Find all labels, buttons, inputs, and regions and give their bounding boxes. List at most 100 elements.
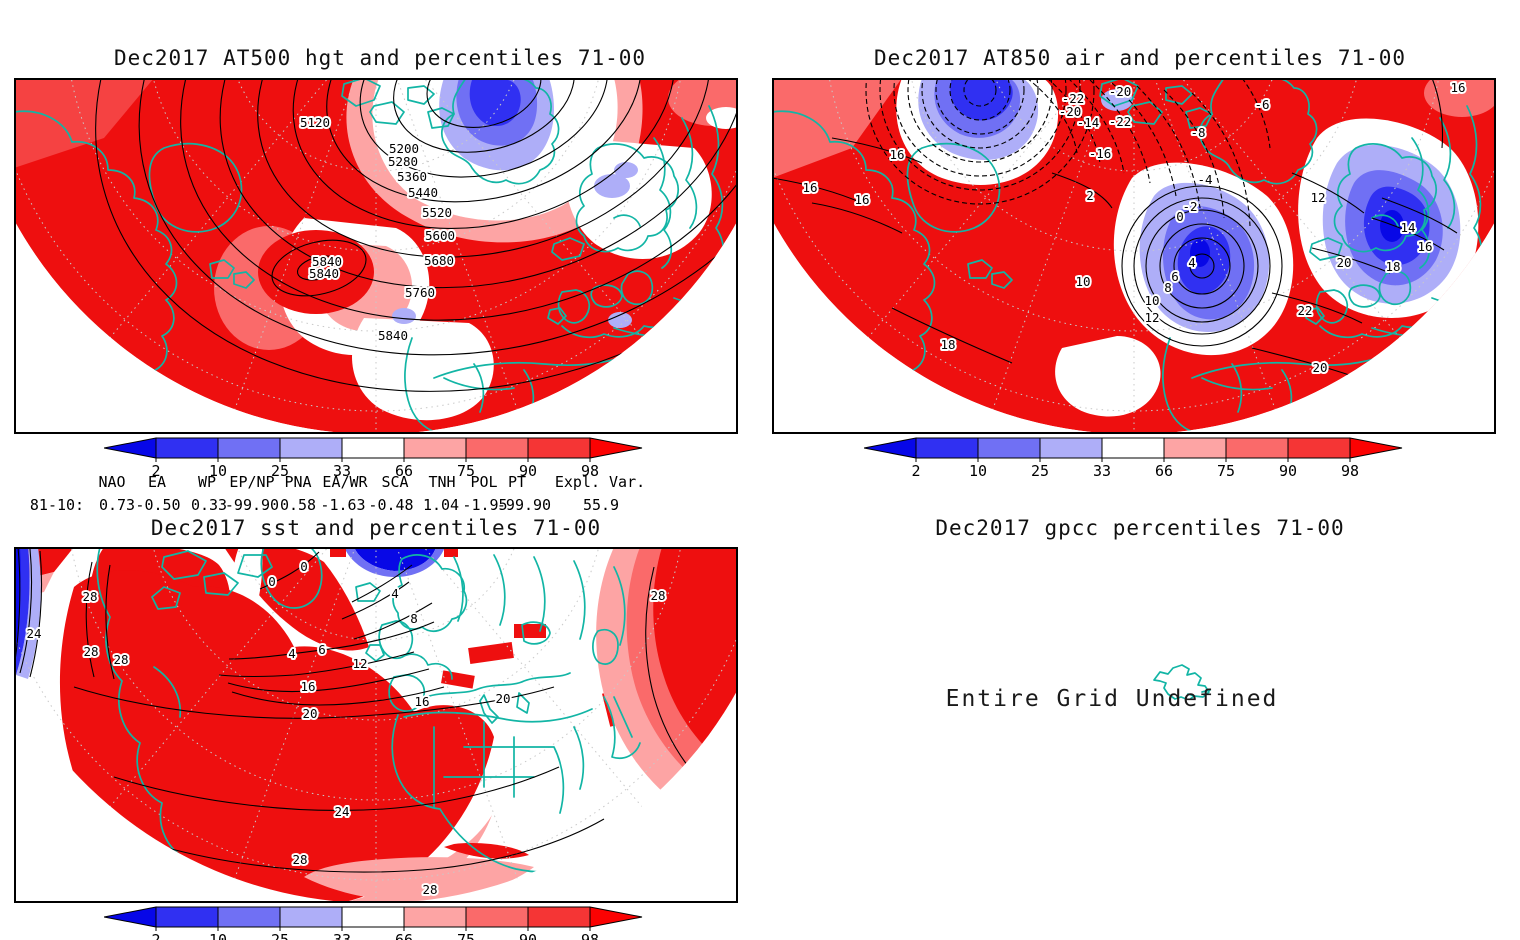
contour-label: 16 [802,180,817,195]
colorbar-tick: 66 [395,931,413,940]
tc-value: -99.90 [496,496,552,514]
contour-label: 20 [495,691,510,706]
tc-col: POL [470,473,498,491]
tc-col: PT [507,473,527,491]
colorbar-sst: 2 10 25 33 66 75 90 98 [104,906,643,940]
contour-label: -16 [1089,146,1112,161]
contour-label: 18 [1385,259,1400,274]
contour-label: 6 [318,642,326,657]
colorbar-tick: 98 [1341,462,1359,478]
contour-label: 0 [1176,209,1184,224]
panel-title-at500: Dec2017 AT500 hgt and percentiles 71-00 [113,46,647,70]
contour-label: 5600 [425,228,455,243]
colorbar-tick: 66 [1155,462,1173,478]
tc-value: 1.04 [422,496,460,514]
tc-col: WP [197,473,217,491]
contour-label: 18 [940,337,955,352]
contour-label: -22 [1062,91,1085,106]
contour-label: 10 [1075,274,1090,289]
contour-label: 24 [334,804,349,819]
contour-label: 16 [889,147,904,162]
colorbar-tick: 90 [519,931,537,940]
contour-label: 16 [854,192,869,207]
colorbar-tick: 33 [333,931,351,940]
tc-col: EP/NP [229,473,275,491]
colorbar-tick: 2 [151,462,160,478]
contour-label: -22 [1109,114,1132,129]
colorbar-tick: 25 [271,931,289,940]
contour-label: 8 [1164,280,1172,295]
contour-label: 28 [82,589,97,604]
contour-label: -2 [1182,199,1197,214]
map-at850: -22 -20 -20 -14 -22 -16 -8 -6 -4 -2 0 2 … [772,78,1496,434]
contour-label: 20 [1312,360,1327,375]
contour-label: 5760 [405,285,435,300]
colorbar-tick: 90 [519,462,537,478]
panel-title-at850: Dec2017 AT850 air and percentiles 71-00 [873,46,1407,70]
contour-label: 10 [1144,293,1159,308]
tc-col: SCA [381,473,409,491]
colorbar-tick: 2 [911,462,920,478]
tc-row-label: 81-10: [29,496,85,514]
contour-label: 0 [268,574,276,589]
tc-value: 55.9 [582,496,620,514]
tc-col: PNA [284,473,312,491]
tc-value: 0.73 [98,496,136,514]
panel-title-sst: Dec2017 sst and percentiles 71-00 [150,516,602,540]
contour-label: 5200 [389,141,419,156]
contour-label: -6 [1254,97,1269,112]
tc-col: EA [147,473,167,491]
contour-label: 5280 [388,154,418,169]
contour-label: 6 [1171,269,1179,284]
contour-label: 5520 [422,205,452,220]
tc-value: 0.58 [279,496,317,514]
contour-label: 12 [1310,190,1325,205]
tc-col: EA/WR [322,473,368,491]
tc-value: -1.63 [320,496,366,514]
contour-label: 16 [300,679,315,694]
colorbar-tick: 75 [457,462,475,478]
contour-label: 12 [1144,310,1159,325]
contour-label: 5360 [397,169,427,184]
contour-label: -14 [1077,115,1100,130]
tc-value: -1.95 [462,496,508,514]
colorbar-tick: 10 [969,462,987,478]
colorbar-tick: 75 [1217,462,1235,478]
contour-label: 2 [1086,188,1094,203]
contour-label: 28 [650,588,665,603]
colorbar-tick: 33 [1093,462,1111,478]
colorbar-tick: 33 [333,462,351,478]
tc-value: 0.33 [190,496,228,514]
teleconnection-value-row: 81-10: 0.73 -0.50 0.33 -99.90 0.58 -1.63… [0,496,740,514]
colorbar-at500: 2 10 25 33 66 75 90 98 [104,437,643,478]
gpcc-island [1153,664,1211,700]
colorbar-tick: 25 [1031,462,1049,478]
colorbar-at850: 2 10 25 33 66 75 90 98 [864,437,1403,478]
colorbar-tick: 98 [581,931,599,940]
tc-col: TNH [428,473,456,491]
colorbar-tick: 66 [395,462,413,478]
contour-label: 16 [1417,239,1432,254]
panel-title-gpcc: Dec2017 gpcc percentiles 71-00 [935,516,1345,540]
contour-label: -20 [1109,84,1132,99]
colorbar-tick: 2 [151,931,160,940]
gpcc-undefined-message: Entire Grid Undefined [945,686,1279,712]
contour-label: 5840 [309,266,339,281]
tc-col: Expl. Var. [554,473,646,491]
contour-label: 22 [1297,303,1312,318]
contour-label: 28 [113,652,128,667]
contour-label: 4 [288,646,296,661]
tc-col: NAO [98,473,126,491]
contour-label: 28 [292,852,307,867]
colorbar-tick: 90 [1279,462,1297,478]
teleconnection-header-row: NAO EA WP EP/NP PNA EA/WR SCA TNH POL PT… [0,473,740,491]
contour-label: -8 [1190,125,1205,140]
contour-label: 5840 [378,328,408,343]
colorbar-tick: 25 [271,462,289,478]
contour-label: 4 [391,586,399,601]
contour-label: 5680 [424,253,454,268]
colorbar-tick: 10 [209,931,227,940]
contour-label: 5840 [312,254,342,269]
contour-label: 28 [422,882,437,897]
